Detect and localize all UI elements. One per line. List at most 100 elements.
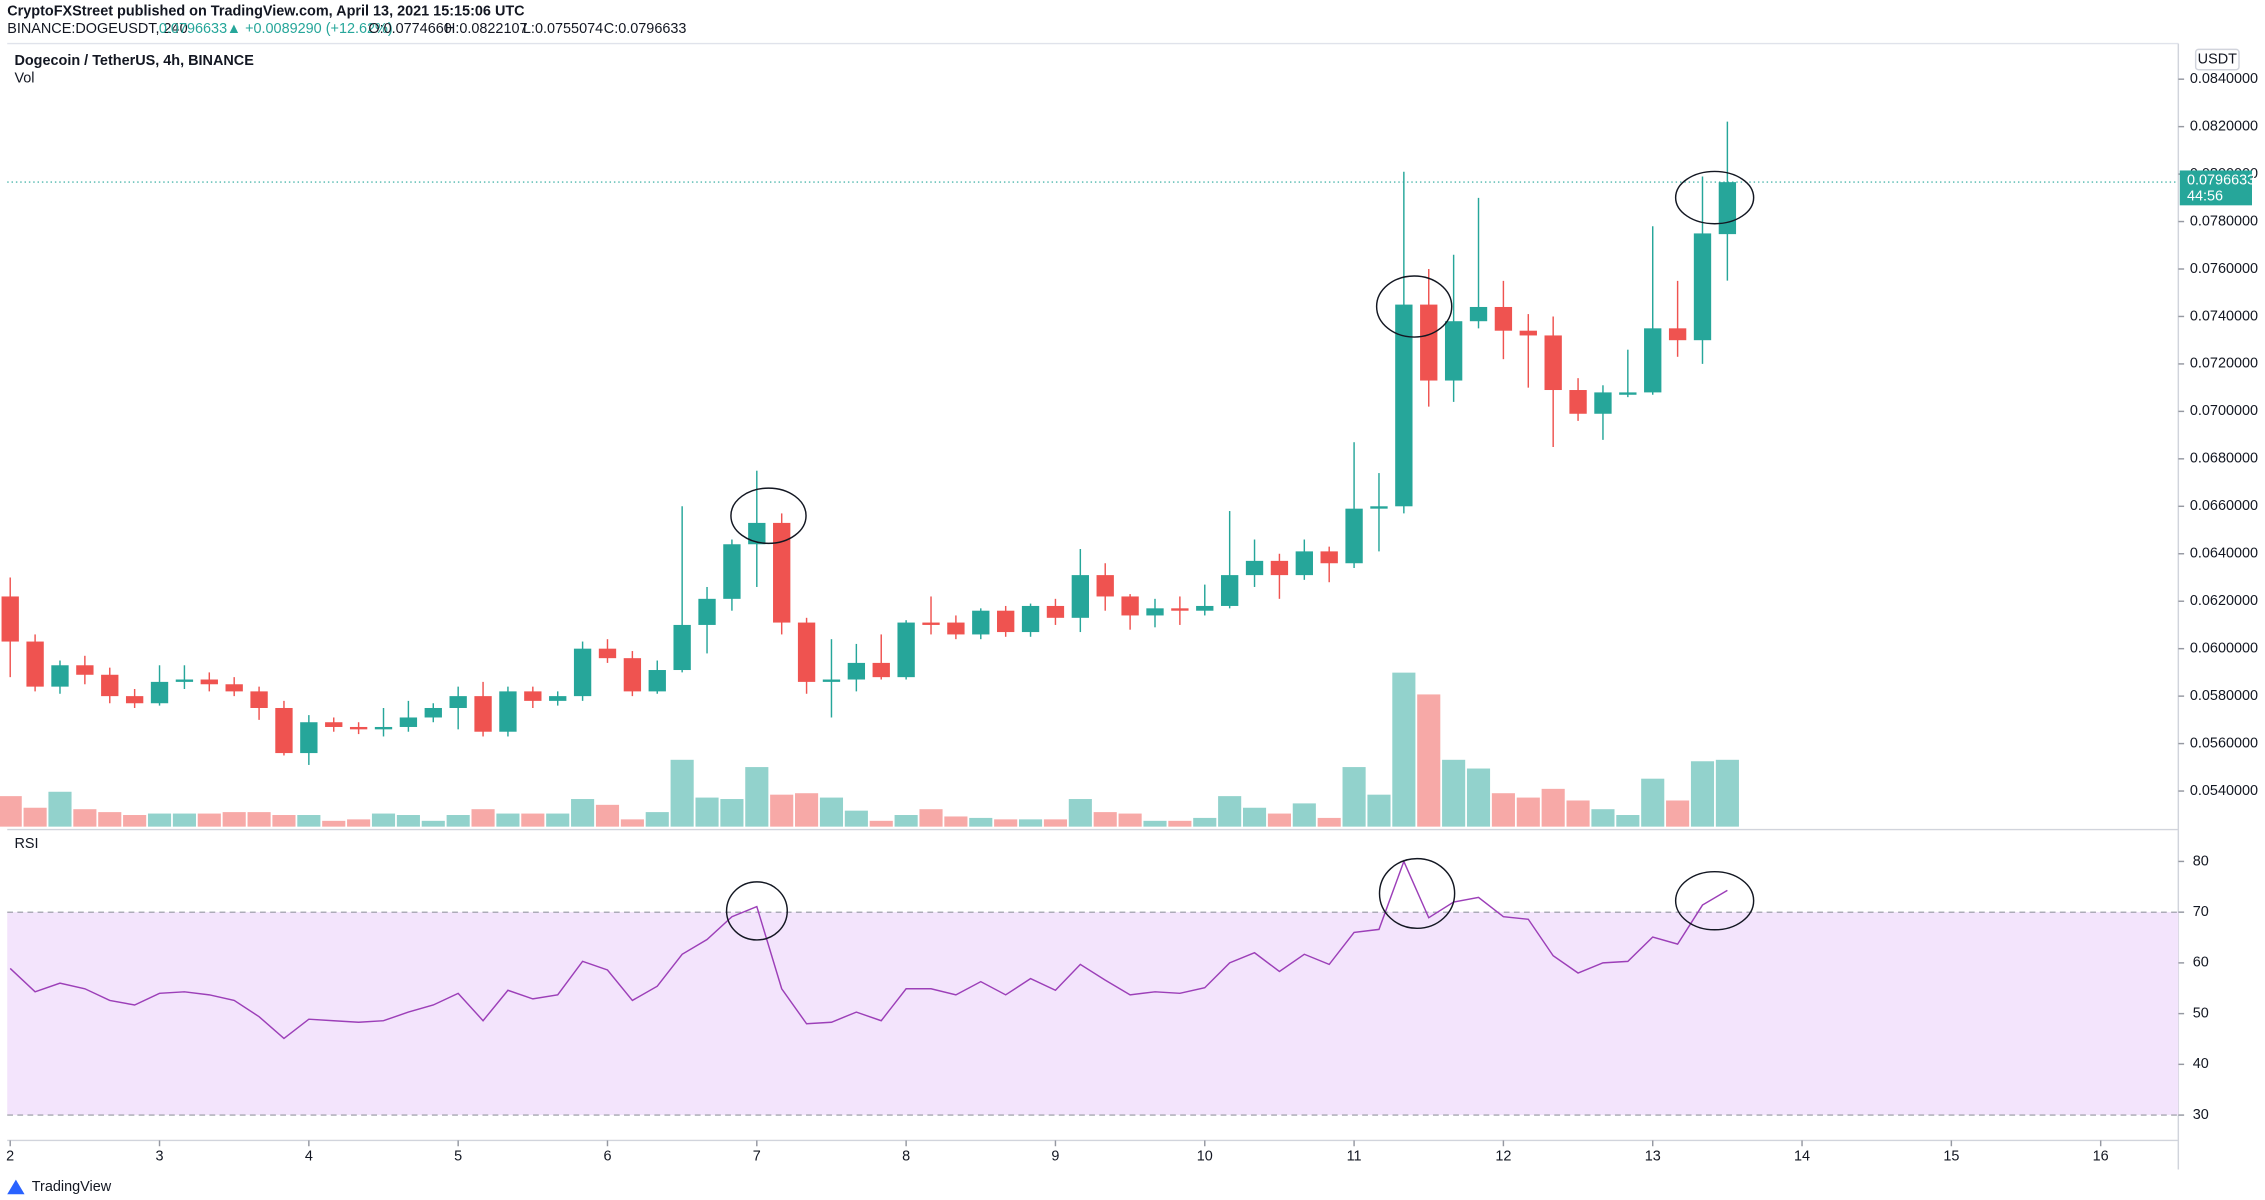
- chart-title: Dogecoin / TetherUS, 4h, BINANCE: [14, 53, 254, 69]
- volume-bar: [371, 813, 396, 827]
- volume-bar: [1715, 759, 1739, 827]
- last-value: 0.0796633: [159, 21, 227, 37]
- y-tick-label: 0.0700000: [2190, 403, 2258, 419]
- candle-body: [1096, 575, 1114, 597]
- volume-bar: [247, 812, 271, 827]
- candle-body: [673, 624, 691, 671]
- volume-bar: [197, 813, 221, 827]
- volume-bar: [446, 815, 470, 827]
- last-price-box: [2179, 170, 2252, 206]
- volume-bar: [1118, 813, 1142, 827]
- volume-bar: [1242, 807, 1267, 827]
- x-tick-label: 6: [603, 1148, 611, 1164]
- volume-bar: [795, 793, 819, 827]
- volume-bar: [1168, 820, 1192, 827]
- candle-body: [1444, 321, 1463, 381]
- ohlc-open: O:0.0774660: [368, 21, 451, 37]
- volume-bar: [919, 809, 943, 827]
- volume-bar: [894, 815, 918, 827]
- volume-bar: [1043, 819, 1068, 827]
- candle-body: [748, 522, 766, 545]
- volume-bar: [1342, 767, 1366, 827]
- x-tick-label: 10: [1197, 1148, 1213, 1164]
- y-tick-label: 0.0560000: [2190, 735, 2258, 751]
- volume-bar: [745, 767, 769, 827]
- candle-body: [797, 622, 816, 682]
- volume-bar: [1591, 809, 1615, 827]
- volume-bar: [396, 815, 420, 827]
- rsi-band: [7, 912, 2179, 1116]
- volume-bar: [123, 815, 147, 827]
- ohlc-high: H:0.0822107: [445, 21, 528, 37]
- candle-body: [1021, 605, 1040, 633]
- rsi-tick-label: 40: [2193, 1056, 2209, 1072]
- volume-bar: [1018, 819, 1043, 827]
- candle-body: [1544, 335, 1562, 391]
- volume-bar: [73, 809, 97, 827]
- volume-bar: [347, 819, 371, 827]
- y-tick-label: 0.0620000: [2190, 593, 2258, 609]
- volume-bar: [297, 815, 321, 827]
- rsi-tick-label: 50: [2193, 1005, 2209, 1021]
- annotation-circle: [730, 487, 807, 545]
- volume-bar: [670, 759, 694, 827]
- last-price-label: 0.0796633: [2187, 172, 2255, 188]
- symbol: BINANCE:DOGEUSDT, 240: [7, 21, 187, 37]
- candle-body: [773, 522, 791, 623]
- volume-bar: [1417, 694, 1441, 827]
- volume-bar: [1442, 759, 1466, 827]
- candle-body: [549, 696, 567, 701]
- annotation-circle: [1674, 170, 1755, 225]
- candle-body: [997, 610, 1015, 633]
- candle-body: [1395, 304, 1413, 507]
- candle-body: [374, 726, 393, 730]
- volume-bar: [1267, 813, 1291, 827]
- candle-body: [922, 622, 940, 625]
- candle-body: [1146, 608, 1164, 616]
- candle-body: [325, 722, 343, 727]
- annotation-circle: [1674, 870, 1755, 931]
- volume-bar: [819, 797, 844, 827]
- candle-body: [51, 665, 69, 687]
- candle-body: [1, 596, 19, 642]
- candle-body: [1519, 330, 1537, 336]
- candle-body: [1619, 392, 1637, 395]
- x-tick-label: 3: [156, 1148, 164, 1164]
- volume-bar: [546, 813, 570, 827]
- candle-body: [1196, 605, 1214, 611]
- y-tick-label: 0.0600000: [2190, 640, 2258, 656]
- volume-bar: [1068, 799, 1092, 827]
- candle-body: [1370, 506, 1388, 509]
- volume-bar: [147, 813, 172, 827]
- rsi-tick-label: 80: [2193, 853, 2209, 869]
- candle-body: [1121, 596, 1139, 616]
- candle-body: [598, 648, 617, 659]
- candle-body: [1718, 182, 1737, 235]
- x-tick-label: 16: [2093, 1148, 2109, 1164]
- annotation-circle: [725, 881, 788, 941]
- y-tick-label: 0.0540000: [2190, 783, 2258, 799]
- volume-bar: [1367, 794, 1391, 827]
- candle-body: [947, 622, 965, 635]
- candle-body: [1594, 392, 1612, 414]
- candle-body: [847, 662, 866, 680]
- candle-body: [1469, 306, 1488, 322]
- annotation-circle: [1378, 857, 1456, 930]
- rsi-tick-label: 60: [2193, 955, 2209, 971]
- volume-bar: [620, 819, 644, 827]
- candle-body: [101, 674, 119, 697]
- volume-bar: [1491, 793, 1515, 827]
- y-tick-label: 0.0760000: [2190, 261, 2258, 277]
- ohlc-low: L:0.0755074: [523, 21, 603, 37]
- volume-bar: [1641, 778, 1665, 827]
- y-tick-label: 0.0740000: [2190, 308, 2258, 324]
- volume-bar: [98, 812, 122, 827]
- currency-box: [2194, 48, 2240, 71]
- candle-body: [449, 696, 467, 708]
- candle-body: [972, 610, 990, 635]
- candle-body: [872, 662, 890, 678]
- volume-bar: [272, 815, 296, 827]
- volume-bar: [944, 816, 968, 827]
- volume-bar: [1666, 800, 1690, 827]
